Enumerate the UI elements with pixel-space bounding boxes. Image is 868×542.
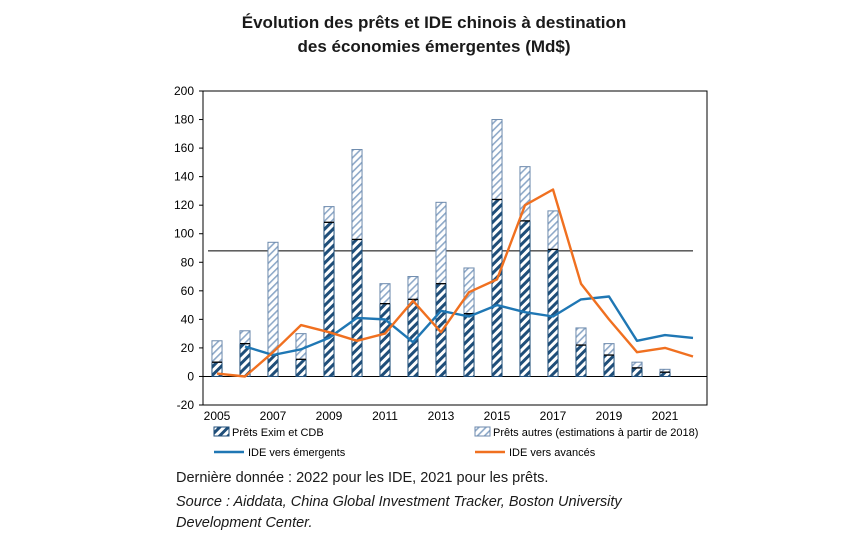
bar-autres: [491, 119, 503, 200]
bar-autres: [351, 149, 363, 240]
bar-autres: [407, 276, 419, 300]
y-tick-label: 140: [174, 170, 194, 184]
legend-label: IDE vers avancés: [509, 447, 596, 459]
y-tick-label: 60: [181, 284, 195, 298]
source-line2: Development Center.: [176, 515, 313, 531]
bar-autres: [379, 283, 391, 305]
bar-exim: [463, 313, 475, 377]
bar-exim: [295, 358, 307, 377]
bar-autres: [435, 201, 447, 285]
y-tick-label: 0: [187, 369, 194, 383]
line-ide-emergents: [244, 295, 694, 357]
x-tick-label: 2019: [596, 409, 623, 423]
legend-label: Prêts autres (estimations à partir de 20…: [493, 427, 698, 439]
x-tick-label: 2015: [484, 409, 511, 423]
axes: -20 0 20 40 60 80 100 120 140 160 180 200 2005 2007 20…: [174, 84, 708, 423]
y-tick-label: 80: [181, 255, 195, 269]
bar-autres: [295, 333, 307, 360]
bar-exim: [491, 198, 503, 377]
y-tick-label: 100: [174, 227, 194, 241]
bar-autres: [575, 327, 587, 346]
y-tick-label: 160: [174, 141, 194, 155]
x-tick-label: 2021: [652, 409, 679, 423]
bar-autres: [603, 343, 615, 356]
y-tick-label: -20: [177, 398, 195, 412]
x-tick-label: 2013: [428, 409, 455, 423]
y-tick-label: 200: [174, 84, 194, 98]
bar-exim: [435, 283, 447, 377]
legend-swatch: [213, 426, 230, 437]
bar-exim: [351, 238, 363, 377]
y-tick-label: 180: [174, 113, 194, 127]
legend: Prêts Exim et CDB Prêts autres (estimatio…: [213, 426, 698, 459]
legend-label: Prêts Exim et CDB: [232, 427, 324, 439]
bar-exim: [603, 354, 615, 377]
x-tick-label: 2017: [540, 409, 567, 423]
legend-swatch: [474, 426, 491, 437]
bar-exim: [519, 220, 531, 377]
x-tick-label: 2011: [372, 409, 398, 423]
x-tick-label: 2009: [316, 409, 343, 423]
bar-exim: [379, 303, 391, 377]
plot-frame: [202, 90, 708, 406]
bar-exim: [267, 354, 279, 377]
bar-exim: [323, 221, 335, 377]
bar-autres: [323, 206, 335, 223]
y-tick-label: 20: [181, 341, 195, 355]
bar-autres: [547, 210, 559, 250]
bars: [211, 119, 671, 377]
bar-autres: [631, 361, 643, 369]
x-tick-label: 2007: [260, 409, 287, 423]
bar-autres: [239, 330, 251, 345]
chart-title-line1: Évolution des prêts et IDE chinois à des…: [241, 13, 627, 32]
chart-title-line2: des économies émergentes (Md$): [297, 37, 571, 56]
legend-label: IDE vers émergents: [248, 447, 346, 459]
y-tick-label: 40: [181, 312, 195, 326]
lines: [216, 188, 694, 378]
bar-autres: [267, 241, 279, 356]
bar-exim: [631, 367, 643, 377]
bar-autres: [211, 340, 223, 363]
y-tick-label: 120: [174, 198, 194, 212]
x-tick-label: 2005: [204, 409, 231, 423]
bar-exim: [575, 344, 587, 377]
source-line1: Source : Aiddata, China Global Investmen…: [176, 494, 622, 510]
data-note: Dernière donnée : 2022 pour les IDE, 202…: [176, 470, 549, 486]
line-ide-avances: [216, 188, 694, 378]
